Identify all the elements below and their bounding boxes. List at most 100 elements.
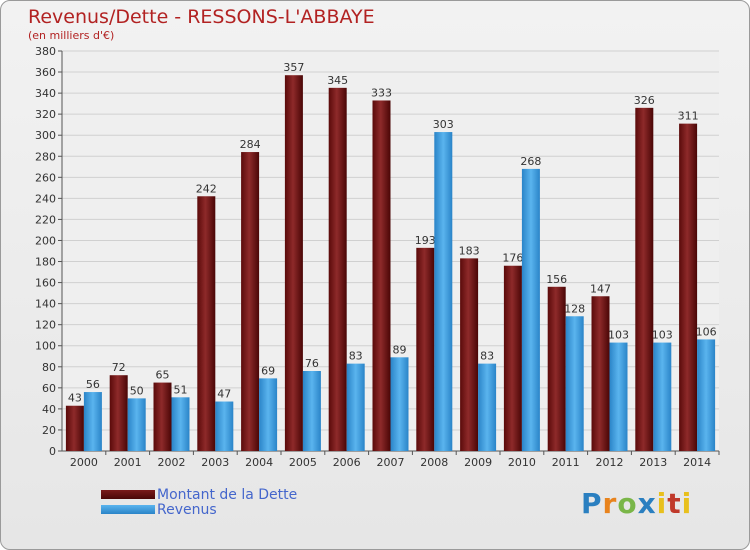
data-label-revenue: 47 (217, 388, 231, 401)
x-tick-label: 2013 (639, 456, 667, 469)
y-tick-label: 0 (49, 445, 56, 458)
data-label-debt: 357 (283, 61, 304, 74)
data-label-debt: 284 (240, 138, 261, 151)
y-tick-label: 20 (42, 424, 56, 437)
bar-revenue (127, 398, 146, 451)
data-label-debt: 311 (678, 110, 699, 123)
y-tick-label: 220 (35, 213, 56, 226)
data-label-debt: 43 (68, 392, 82, 405)
data-label-debt: 345 (327, 74, 348, 87)
data-label-revenue: 50 (130, 384, 144, 397)
x-tick-label: 2003 (201, 456, 229, 469)
legend-item-debt: Montant de la Dette (101, 486, 298, 503)
bar-revenue (390, 357, 409, 451)
y-tick-label: 260 (35, 171, 56, 184)
x-tick-label: 2004 (245, 456, 273, 469)
chart-legend: Montant de la Dette Revenus (101, 486, 298, 518)
bar-debt (153, 382, 172, 451)
data-label-revenue: 51 (174, 383, 188, 396)
data-label-revenue: 89 (393, 343, 407, 356)
bar-debt (241, 152, 260, 452)
data-label-debt: 176 (502, 252, 523, 265)
bar-debt (679, 123, 698, 451)
x-tick-label: 2010 (508, 456, 536, 469)
legend-swatch-revenue (101, 505, 155, 514)
y-tick-label: 180 (35, 256, 56, 269)
legend-label-debt: Montant de la Dette (157, 486, 298, 503)
bar-debt (460, 258, 479, 451)
x-tick-label: 2008 (420, 456, 448, 469)
data-label-debt: 326 (634, 94, 655, 107)
data-label-revenue: 76 (305, 357, 319, 370)
bar-debt (109, 375, 128, 451)
y-tick-label: 60 (42, 382, 56, 395)
data-label-revenue: 128 (564, 302, 585, 315)
data-label-revenue: 106 (696, 325, 717, 338)
bar-revenue (478, 363, 497, 451)
y-tick-label: 160 (35, 277, 56, 290)
x-tick-label: 2001 (114, 456, 142, 469)
y-tick-label: 360 (35, 66, 56, 79)
data-label-debt: 147 (590, 282, 611, 295)
x-tick-label: 2005 (289, 456, 317, 469)
data-label-revenue: 83 (480, 350, 494, 363)
data-label-debt: 65 (156, 369, 170, 382)
y-tick-label: 380 (35, 45, 56, 58)
data-label-debt: 72 (112, 361, 126, 374)
bar-debt (503, 265, 522, 451)
bar-debt (328, 87, 347, 451)
data-label-debt: 156 (546, 273, 567, 286)
y-tick-label: 80 (42, 361, 56, 374)
y-tick-label: 40 (42, 403, 56, 416)
bar-debt (591, 296, 610, 451)
bar-revenue (259, 378, 278, 451)
y-tick-label: 340 (35, 87, 56, 100)
data-label-revenue: 56 (86, 378, 100, 391)
x-tick-label: 2006 (333, 456, 361, 469)
bar-revenue (302, 371, 321, 451)
bar-debt (547, 286, 566, 451)
bar-revenue (653, 342, 672, 451)
bar-debt (65, 405, 84, 451)
chart-subtitle: (en milliers d'€) (28, 29, 115, 42)
data-label-revenue: 103 (652, 329, 673, 342)
bar-debt (416, 247, 435, 451)
data-label-revenue: 69 (261, 364, 275, 377)
bar-debt (284, 75, 303, 452)
x-tick-label: 2002 (158, 456, 186, 469)
bar-revenue (521, 168, 540, 452)
bar-revenue (215, 401, 234, 451)
x-tick-label: 2009 (464, 456, 492, 469)
bar-debt (635, 107, 654, 451)
data-label-debt: 333 (371, 86, 392, 99)
x-tick-label: 2014 (683, 456, 711, 469)
bar-revenue (171, 397, 190, 451)
y-tick-label: 140 (35, 298, 56, 311)
legend-swatch-debt (101, 490, 155, 499)
data-label-debt: 242 (196, 182, 217, 195)
y-tick-label: 100 (35, 340, 56, 353)
bar-debt (372, 100, 391, 451)
x-tick-label: 2007 (377, 456, 405, 469)
data-label-revenue: 83 (349, 350, 363, 363)
legend-label-revenue: Revenus (157, 501, 217, 518)
data-label-debt: 183 (459, 244, 480, 257)
data-label-revenue: 303 (433, 118, 454, 131)
bar-debt (197, 196, 216, 451)
y-tick-label: 320 (35, 108, 56, 121)
x-tick-label: 2000 (70, 456, 98, 469)
bar-revenue (83, 392, 102, 451)
y-tick-label: 300 (35, 129, 56, 142)
data-label-revenue: 103 (608, 329, 629, 342)
bar-revenue (346, 363, 365, 451)
data-label-revenue: 268 (520, 155, 541, 168)
bar-revenue (697, 339, 716, 451)
x-tick-label: 2011 (552, 456, 580, 469)
y-tick-label: 240 (35, 192, 56, 205)
y-tick-label: 200 (35, 234, 56, 247)
proxiti-logo: Proxiti (581, 487, 693, 520)
y-tick-label: 280 (35, 150, 56, 163)
bar-revenue (609, 342, 628, 451)
